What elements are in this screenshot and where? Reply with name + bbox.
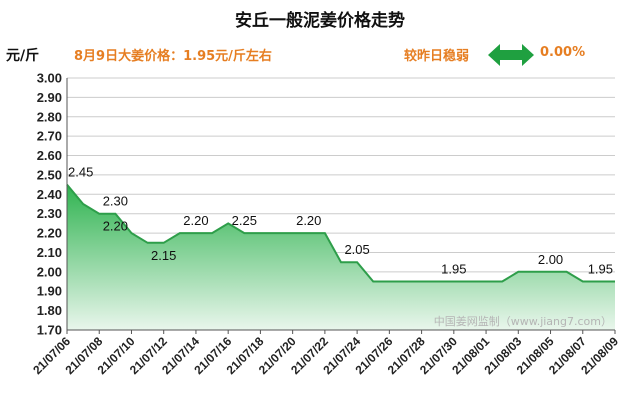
y-tick-label: 1.70 xyxy=(37,323,62,338)
y-tick-label: 2.00 xyxy=(37,264,62,279)
y-tick-label: 2.10 xyxy=(37,245,62,260)
data-label: 2.20 xyxy=(183,213,208,228)
y-tick-label: 2.40 xyxy=(37,187,62,202)
double-arrow-icon xyxy=(488,44,534,66)
y-tick-label: 3.00 xyxy=(37,71,62,86)
y-tick-label: 2.70 xyxy=(37,129,62,144)
grid xyxy=(67,77,615,331)
unit-label: 元/斤 xyxy=(6,48,40,64)
change-label: 较昨日稳弱 xyxy=(404,49,470,64)
data-label: 2.15 xyxy=(151,248,176,263)
y-tick-label: 2.60 xyxy=(37,148,62,163)
data-label: 2.20 xyxy=(103,219,128,234)
price-line xyxy=(66,183,615,283)
data-label: 2.30 xyxy=(103,194,128,209)
y-tick-label: 1.80 xyxy=(37,303,62,318)
y-tick-label: 2.50 xyxy=(37,167,62,182)
watermark: 中国姜网监制（www.jiang7.com） xyxy=(434,314,612,328)
price-area xyxy=(67,184,615,330)
price-note: 8月9日大姜价格：1.95元/斤左右 xyxy=(74,49,272,64)
y-tick-labels: 1.70 1.80 1.90 2.00 2.10 2.20 2.30 2.40 2.50 2.60… xyxy=(37,71,62,338)
data-labels: 2.45 2.30 2.20 2.15 2.20 2.25 2.20 2.05 1.95 2.00… xyxy=(68,165,613,277)
data-label: 2.25 xyxy=(232,213,257,228)
y-tick-label: 1.90 xyxy=(37,284,62,299)
data-label: 2.05 xyxy=(344,242,369,257)
data-label: 2.00 xyxy=(538,252,563,267)
data-label: 2.20 xyxy=(296,213,321,228)
y-tick-label: 2.80 xyxy=(37,109,62,124)
x-tick-labels: 21/07/0621/07/0821/07/1021/07/1221/07/14… xyxy=(30,334,621,377)
data-label: 2.45 xyxy=(68,165,93,180)
data-label: 1.95 xyxy=(588,262,613,277)
chart-title: 安丘一般泥姜价格走势 xyxy=(235,11,405,31)
y-tick-label: 2.90 xyxy=(37,90,62,105)
y-tick-label: 2.30 xyxy=(37,206,62,221)
change-value: 0.00% xyxy=(540,45,586,60)
axes xyxy=(66,78,616,334)
y-tick-label: 2.20 xyxy=(37,226,62,241)
data-label: 1.95 xyxy=(441,262,466,277)
